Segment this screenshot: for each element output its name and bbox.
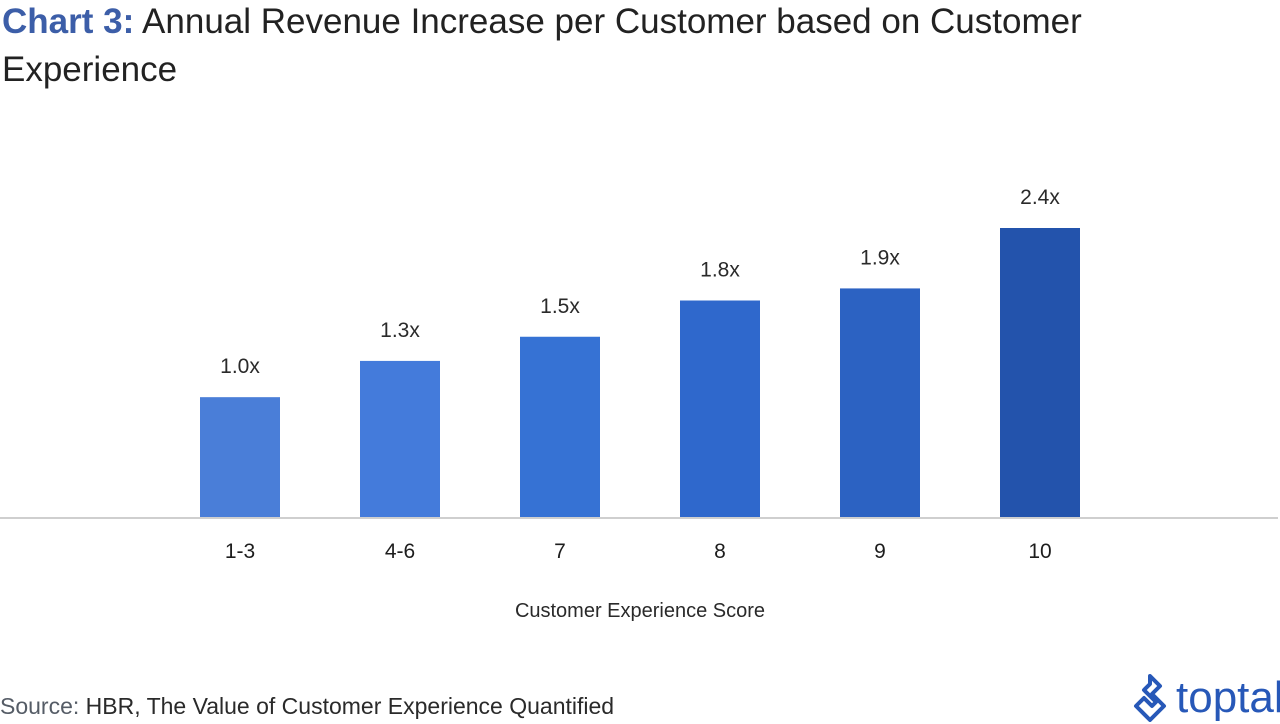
data-label-4-6: 1.3x — [380, 319, 420, 342]
x-tick-label-7: 7 — [554, 540, 566, 563]
chart-title-text: Annual Revenue Increase per Customer bas… — [2, 2, 1082, 89]
bar-10 — [1000, 228, 1080, 518]
bar-4-6 — [360, 360, 440, 518]
x-tick-labels-group: 1-3 4-6 7 8 9 10 — [225, 540, 1052, 563]
toptal-logo: toptal — [1130, 672, 1280, 724]
toptal-logo-icon — [1134, 674, 1166, 722]
data-labels-group: 1.0x 1.3x 1.5x 1.8x 1.9x 2.4x — [220, 186, 1060, 378]
source-text: HBR, The Value of Customer Experience Qu… — [85, 693, 615, 719]
bar-1-3 — [200, 397, 280, 518]
data-label-9: 1.9x — [860, 246, 900, 269]
chart-title: Chart 3: Annual Revenue Increase per Cus… — [2, 0, 1102, 94]
x-tick-label-4-6: 4-6 — [385, 540, 415, 563]
x-tick-label-8: 8 — [714, 540, 726, 563]
bars-group — [200, 228, 1080, 518]
bar-8 — [680, 300, 760, 518]
bar-chart: 1-3 4-6 7 8 9 10 1.0x 1.3x 1.5x 1.8x 1.9x 2.4x Cus… — [0, 186, 1278, 622]
x-tick-label-10: 10 — [1028, 540, 1051, 563]
toptal-logo-text: toptal — [1176, 673, 1280, 722]
data-label-8: 1.8x — [700, 259, 740, 282]
data-label-1-3: 1.0x — [220, 355, 260, 378]
data-label-10: 2.4x — [1020, 186, 1060, 209]
x-tick-label-1-3: 1-3 — [225, 540, 255, 563]
chart-title-prefix: Chart 3: — [2, 2, 135, 41]
bar-9 — [840, 288, 920, 518]
x-axis-label: Customer Experience Score — [515, 600, 765, 622]
bar-7 — [520, 336, 600, 518]
x-tick-label-9: 9 — [874, 540, 886, 563]
source-note: Source: HBR, The Value of Customer Exper… — [0, 690, 614, 722]
data-label-7: 1.5x — [540, 295, 580, 318]
source-label: Source: — [0, 693, 80, 719]
